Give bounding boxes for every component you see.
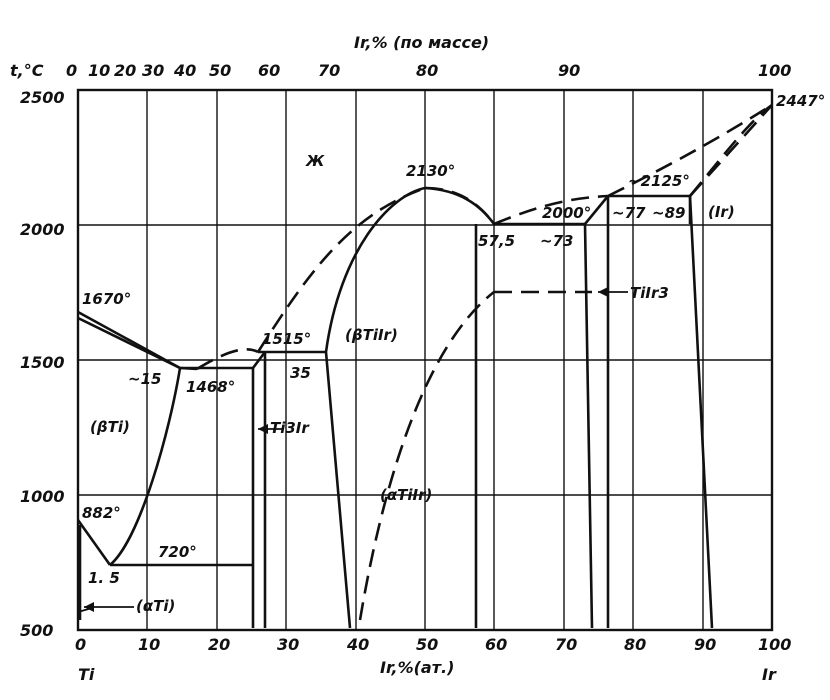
temp-label-882: 882°: [82, 504, 121, 522]
top-tick-50: 50: [209, 61, 231, 80]
temp-label-2000: 2000°: [542, 204, 591, 222]
y-tick-500: 500: [20, 621, 53, 640]
temp-label-2125: ~2125°: [628, 172, 690, 190]
x-tick-50: 50: [416, 635, 438, 654]
phase-label-ir: (Ir): [708, 203, 735, 221]
composition-labels: ~15 35 57,5 ~73 ~77 ~89 1. 5: [88, 204, 685, 587]
y-tick-2000: 2000: [20, 220, 65, 239]
top-tick-40: 40: [173, 61, 196, 80]
x-axis-bottom: 0 10 20 30 40 50 60 70 80 90 100 Ir,%(ат…: [75, 635, 791, 684]
grid: [78, 90, 772, 630]
x-tick-100: 100: [758, 635, 791, 654]
top-tick-0: 0: [66, 61, 77, 80]
x-tick-70: 70: [555, 635, 577, 654]
top-tick-60: 60: [258, 61, 280, 80]
dashed-phase-boundaries: [196, 103, 773, 621]
comp-label-15: ~15: [128, 370, 161, 388]
top-tick-100: 100: [758, 61, 791, 80]
temp-label-2130: 2130°: [406, 162, 455, 180]
comp-label-57-5: 57,5: [478, 232, 515, 250]
top-tick-10: 10: [88, 61, 110, 80]
x-tick-30: 30: [277, 635, 299, 654]
comp-label-35: 35: [290, 364, 311, 382]
x-tick-40: 40: [346, 635, 369, 654]
x-end-ti: Ti: [78, 665, 95, 684]
x-tick-0: 0: [75, 635, 86, 654]
x-tick-60: 60: [485, 635, 507, 654]
x-end-ir: Ir: [762, 665, 777, 684]
x-axis-top: 0 10 20 30 40 50 60 70 80 90 100 Ir,% (п…: [66, 33, 791, 80]
top-tick-90: 90: [558, 61, 580, 80]
comp-label-73: ~73: [540, 232, 573, 250]
phase-label-tiir3: TiIr3: [630, 284, 669, 302]
temp-label-1670: 1670°: [82, 290, 131, 308]
x-axis-label: Ir,%(ат.): [380, 658, 454, 677]
top-axis-label: Ir,% (по массе): [354, 33, 489, 52]
plot-frame: [76, 88, 774, 632]
temp-label-720: 720°: [158, 543, 197, 561]
phase-label-alpha-tiir: (αTiIr): [380, 486, 432, 504]
y-tick-2500: 2500: [20, 88, 65, 107]
temp-label-2447: 2447°: [776, 92, 825, 110]
top-tick-70: 70: [318, 61, 340, 80]
phase-label-beta-ti: (βTi): [90, 418, 130, 436]
phase-label-liquid: Ж: [305, 152, 325, 170]
x-tick-90: 90: [694, 635, 716, 654]
temp-label-1468: 1468°: [186, 378, 235, 396]
top-tick-30: 30: [142, 61, 164, 80]
comp-label-89: ~89: [652, 204, 685, 222]
temp-label-1515: 1515°: [262, 330, 311, 348]
label-arrows: [84, 287, 628, 612]
phase-label-ti3ir: Ti3Ir: [270, 419, 310, 437]
phase-label-alpha-ti: (αTi): [136, 597, 175, 615]
y-axis-label: t,°C: [10, 61, 44, 80]
phase-label-beta-tiir: (βTiIr): [345, 326, 398, 344]
x-tick-10: 10: [138, 635, 160, 654]
comp-label-1-5: 1. 5: [88, 569, 120, 587]
top-tick-80: 80: [416, 61, 438, 80]
y-tick-1000: 1000: [20, 487, 65, 506]
comp-label-77: ~77: [612, 204, 646, 222]
solid-phase-boundaries: [76, 186, 714, 629]
x-tick-80: 80: [624, 635, 646, 654]
x-tick-20: 20: [208, 635, 230, 654]
phase-labels: Ж (βTi) (αTi) Ti3Ir (βTiIr) (αTiIr) TiIr…: [90, 152, 735, 615]
y-axis: 2500 2000 1500 1000 500 t,°C: [10, 61, 65, 640]
temperature-labels: 2447° 2130° ~2125° 2000° 1670° 1515° 146…: [82, 92, 825, 561]
top-tick-20: 20: [114, 61, 136, 80]
y-tick-1500: 1500: [20, 353, 65, 372]
